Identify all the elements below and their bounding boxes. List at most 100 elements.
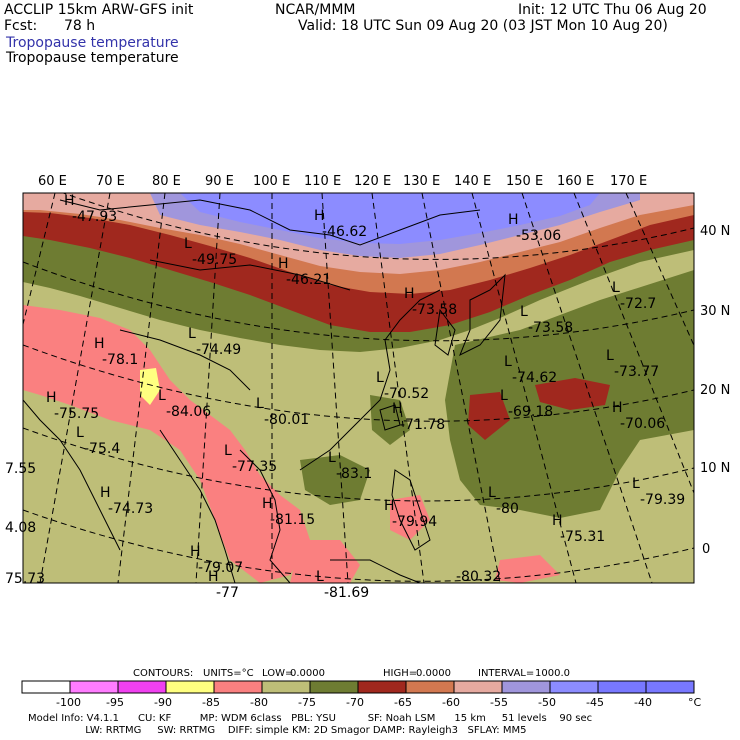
high-marker: H	[392, 401, 403, 417]
extremum-value: -80.01	[264, 412, 309, 428]
extremum-value: -75.75	[54, 406, 99, 422]
extremum-value: -80	[496, 501, 519, 517]
lon-line	[39, 193, 111, 583]
extremum-value: -46.21	[286, 272, 331, 288]
high-marker: H	[508, 212, 519, 228]
lon-line	[117, 193, 166, 583]
extremum-value: -84.06	[166, 404, 211, 420]
lon-label: 110 E	[304, 174, 341, 189]
extremum-value: -81.69	[324, 585, 369, 601]
low-marker: L	[504, 354, 512, 370]
lon-label: 60 E	[38, 174, 67, 189]
low-marker: L	[158, 388, 166, 404]
lon-label: 170 E	[610, 174, 647, 189]
lat-line	[61, 193, 694, 260]
extremum-value: 7.55	[5, 461, 36, 477]
lon-label: 150 E	[506, 174, 543, 189]
coastline	[299, 289, 441, 471]
border	[119, 329, 251, 391]
extremum-value: -77	[216, 585, 239, 601]
coastline	[239, 449, 291, 583]
extremum-value: -49.75	[192, 252, 237, 268]
contours-high-label: HIGH=	[383, 668, 418, 679]
lon-line	[371, 193, 425, 583]
colorbar-label: -80	[250, 696, 268, 709]
high-marker: H	[208, 569, 219, 585]
extremum-value: -79.39	[640, 492, 685, 508]
contours-interval-label: INTERVAL=	[478, 668, 535, 679]
model-title: ACCLIP 15km ARW-GFS init	[4, 2, 194, 18]
high-marker: H	[314, 208, 325, 224]
colorbar: -100 -95 -90 -85 -80 -75 -70 -65 -60 -55…	[21, 680, 702, 709]
colorbar-label: -55	[490, 696, 508, 709]
colorbar-swatch	[165, 680, 215, 694]
lat-label: 30 N	[700, 304, 730, 319]
shade-olive-patch	[370, 395, 410, 445]
high-marker: H	[64, 193, 75, 209]
map-frame	[22, 192, 695, 584]
lat-label: 10 N	[700, 461, 730, 476]
extremum-value: -80.32	[456, 569, 501, 585]
high-marker: H	[190, 544, 201, 560]
high-marker: H	[278, 256, 289, 272]
lat-line	[23, 261, 694, 342]
model-info-line2: LW: RRTMG SW: RRTMG DIFF: simple KM: 2D …	[28, 725, 527, 736]
latitude-labels: 40 N 30 N 20 N 10 N 0	[700, 224, 730, 557]
border	[59, 199, 481, 246]
lon-label: 120 E	[354, 174, 391, 189]
lon-line	[421, 193, 501, 583]
low-marker: L	[184, 236, 192, 252]
extremum-value: -73.58	[528, 320, 573, 336]
lon-line	[573, 193, 694, 495]
contours-high-value: 0.0000	[416, 668, 451, 679]
colorbar-swatch	[21, 680, 71, 694]
forecast-hour: 78 h	[64, 18, 96, 34]
lon-label: 80 E	[152, 174, 181, 189]
colorbar-swatch	[501, 680, 551, 694]
lon-label: 130 E	[403, 174, 440, 189]
border	[149, 259, 351, 291]
lat-line	[23, 427, 694, 502]
colorbar-label: -70	[346, 696, 364, 709]
extremum-value: -74.73	[108, 501, 153, 517]
contours-units: UNITS=°C	[203, 668, 254, 679]
colorbar-swatch	[549, 680, 599, 694]
colorbar-swatch	[645, 680, 695, 694]
colorbar-label: -75	[298, 696, 316, 709]
coastline-taiwan	[379, 404, 401, 431]
colorbar-label: -60	[442, 696, 460, 709]
field-title-shaded: Tropopause temperature	[6, 35, 179, 51]
colorbar-swatch	[453, 680, 503, 694]
low-marker: L	[500, 388, 508, 404]
colorbar-swatch	[357, 680, 407, 694]
low-marker: L	[376, 370, 384, 386]
lon-label: 90 E	[205, 174, 234, 189]
low-marker: L	[76, 425, 84, 441]
extremum-value: -72.7	[620, 296, 656, 312]
shade-olive-patch	[300, 455, 370, 505]
coastline-japan	[459, 273, 506, 357]
low-marker: L	[612, 280, 620, 296]
coastline-peninsula	[434, 308, 456, 356]
extremum-value: 75.73	[5, 571, 45, 587]
field-title-contour: Tropopause temperature	[6, 50, 179, 66]
shade-salmon-south	[290, 540, 360, 583]
extremum-value: -78.1	[102, 352, 138, 368]
extremum-value: -47.93	[72, 209, 117, 225]
coastline-borneo	[330, 559, 421, 583]
lon-label: 70 E	[96, 174, 125, 189]
low-marker: L	[256, 396, 264, 412]
shade-salmon-patch	[390, 495, 430, 540]
model-info-line1: Model Info: V4.1.1 CU: KF MP: WDM 6class…	[28, 713, 593, 724]
shade-salmon-patch	[495, 555, 560, 583]
colorbar-label: -45	[586, 696, 604, 709]
extremum-value: -74.49	[196, 342, 241, 358]
lon-line	[321, 193, 349, 583]
valid-time: Valid: 18 UTC Sun 09 Aug 20 (03 JST Mon …	[298, 18, 668, 34]
lon-line	[521, 193, 653, 583]
extremum-value: -74.62	[512, 370, 557, 386]
lon-label: 140 E	[454, 174, 491, 189]
high-marker: H	[262, 496, 273, 512]
init-time: Init: 12 UTC Thu 06 Aug 20	[518, 2, 707, 18]
